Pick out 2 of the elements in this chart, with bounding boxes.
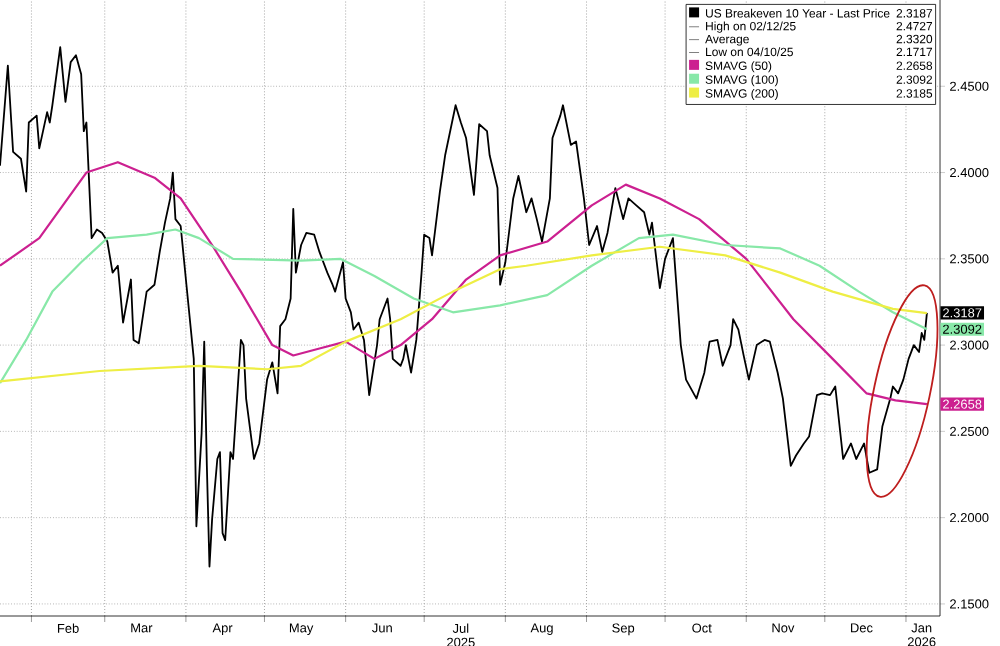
line-series (0, 161, 929, 406)
line-series (0, 46, 928, 568)
